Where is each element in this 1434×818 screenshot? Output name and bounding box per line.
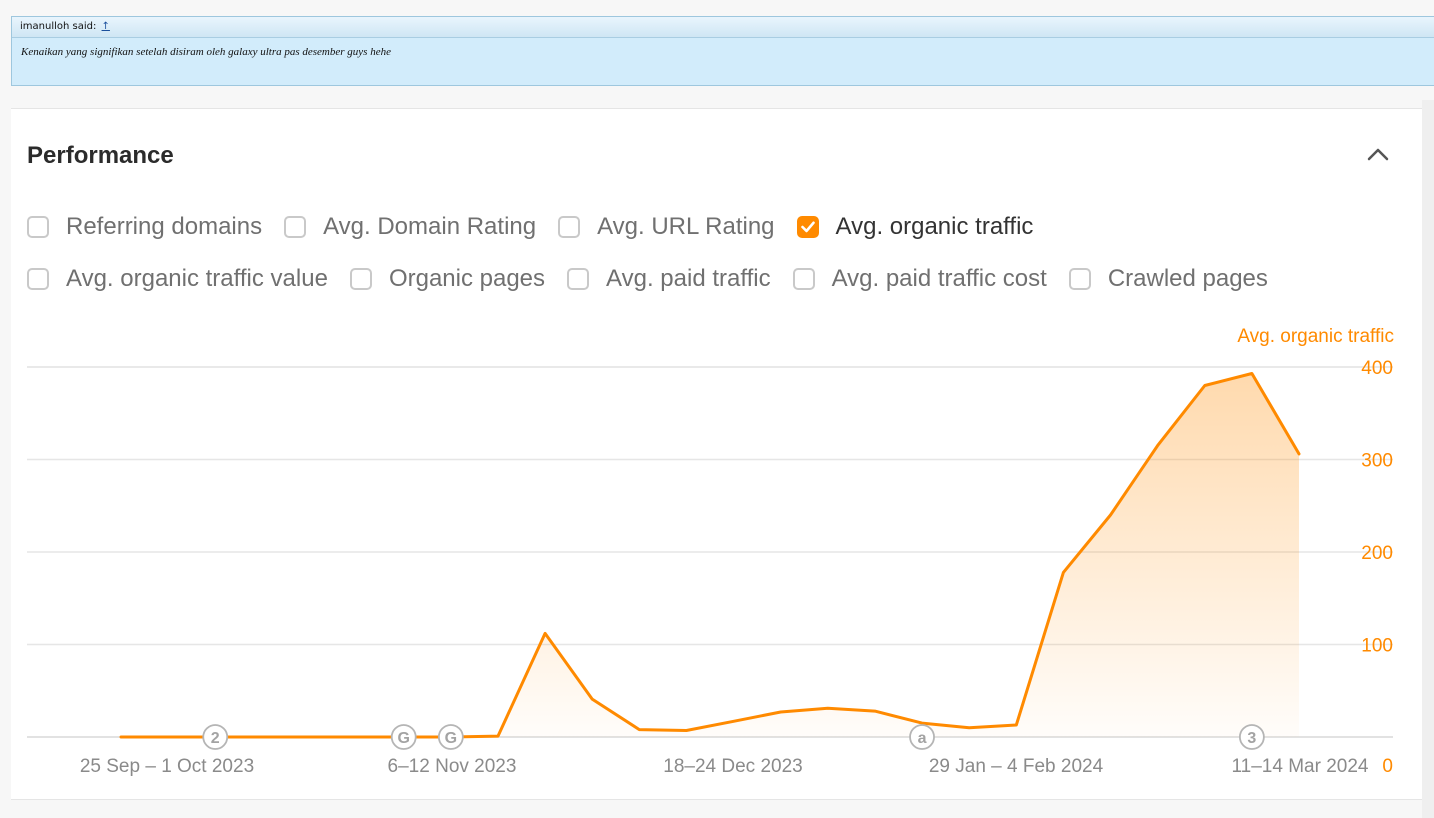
annotation-marker[interactable]: 3 [1238,724,1265,750]
quote-author: imanulloh said: [20,21,97,32]
metric-referring-domains-checkbox[interactable]: Referring domains [27,213,262,241]
checkbox-empty-icon[interactable] [27,216,49,238]
panel-divider [11,799,1422,800]
annotation-marker[interactable]: a [909,724,935,750]
traffic-series-line [119,372,1301,739]
y-tick-label: 200 [1361,543,1393,564]
metric-label: Crawled pages [1107,265,1268,292]
annotation-label: a [918,730,927,747]
annotation-marker[interactable]: G [437,724,464,750]
traffic-chart: 0 100 200 300 400 25 Sep – 1 Oct 2023 6–12 No… [27,358,1393,777]
x-tick-label: 11–14 Mar 2024 [1232,756,1369,777]
quote-text: Kenaikan yang signifikan setelah disiram… [21,46,391,58]
metric-organic-pages-checkbox[interactable]: Organic pages [349,265,546,293]
x-tick-label: 25 Sep – 1 Oct 2023 [80,756,254,777]
metric-label: Avg. paid traffic [606,265,771,292]
annotation-marker[interactable]: 2 [202,724,229,750]
quote-jump-link[interactable]: ↑ [101,21,110,32]
y-axis-title: Avg. organic traffic [1237,326,1394,347]
annotation-label: 3 [1247,730,1256,747]
x-tick-label: 29 Jan – 4 Feb 2024 [929,756,1104,777]
metric-crawled-pages-checkbox[interactable]: Crawled pages [1068,265,1268,293]
metric-avg-organic-traffic-checkbox[interactable]: Avg. organic traffic [796,213,1034,241]
annotation-label: G [397,730,409,747]
annotation-label: 2 [211,730,220,747]
y-tick-label: 0 [1382,756,1393,777]
y-tick-label: 400 [1361,358,1393,379]
metric-avg-organic-traffic-value-checkbox[interactable]: Avg. organic traffic value [27,265,328,293]
metric-label: Avg. URL Rating [597,213,775,240]
metric-label: Avg. paid traffic cost [831,265,1047,292]
checkbox-empty-icon[interactable] [558,216,581,238]
checkbox-empty-icon[interactable] [284,216,307,238]
checkbox-empty-icon[interactable] [1068,268,1091,290]
checkbox-empty-icon[interactable] [567,268,590,290]
annotation-label: G [445,730,457,747]
metric-avg-paid-traffic-cost-checkbox[interactable]: Avg. paid traffic cost [792,265,1047,293]
traffic-area-fill [121,373,1299,737]
quote-block: imanulloh said: ↑ Kenaikan yang signifik… [11,16,1434,86]
metric-label: Organic pages [388,265,546,292]
metric-checkbox-row-1: Referring domains Avg. Domain Rating Avg. … [27,213,1055,241]
checkbox-empty-icon[interactable] [349,268,372,290]
x-tick-label: 6–12 Nov 2023 [388,756,517,777]
metric-avg-domain-rating-checkbox[interactable]: Avg. Domain Rating [284,213,536,241]
metric-label: Referring domains [66,213,263,240]
x-tick-label: 18–24 Dec 2023 [663,756,802,777]
checkbox-empty-icon[interactable] [27,268,49,290]
metric-label: Avg. organic traffic [835,213,1034,240]
chevron-up-icon[interactable] [1367,147,1389,161]
performance-panel: Performance Referring domains Avg. Domain… [11,108,1422,800]
checkbox-checked-icon[interactable] [796,216,819,238]
y-tick-label: 100 [1361,636,1393,657]
panel-title: Performance [27,142,174,169]
y-tick-label: 300 [1361,451,1393,472]
metric-avg-paid-traffic-checkbox[interactable]: Avg. paid traffic [567,265,771,293]
metric-avg-url-rating-checkbox[interactable]: Avg. URL Rating [558,213,775,241]
metric-label: Avg. Domain Rating [323,213,537,240]
checkbox-empty-icon[interactable] [792,268,815,290]
metric-label: Avg. organic traffic value [66,265,328,292]
quote-header: imanulloh said: ↑ [12,17,1434,38]
annotation-marker[interactable]: G [390,724,417,750]
scrollbar[interactable] [1422,100,1434,818]
metric-checkbox-row-2: Avg. organic traffic value Organic pages A… [27,265,1290,293]
